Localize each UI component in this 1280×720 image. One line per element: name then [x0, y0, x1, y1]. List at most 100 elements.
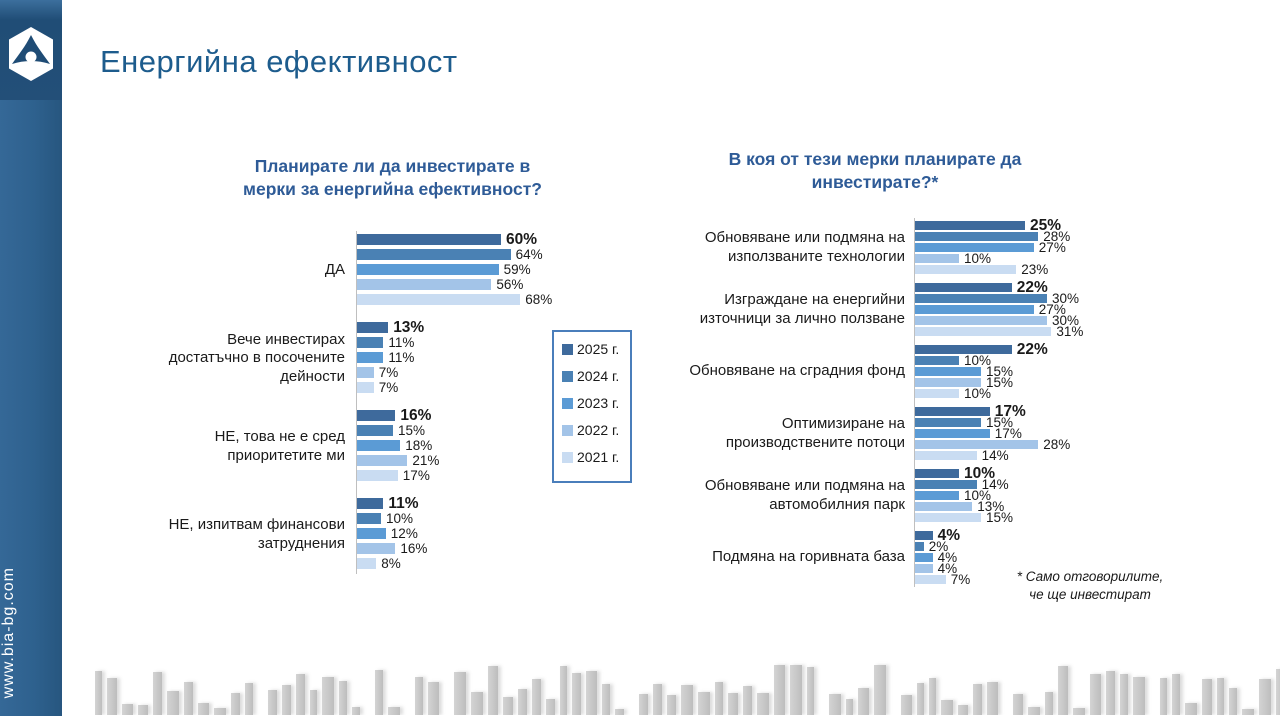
bar-2021г — [915, 265, 1017, 275]
skyline-bar — [1058, 666, 1068, 715]
footnote-line1: * Само отговорилите, — [1016, 569, 1164, 584]
bar-stack: 25% 28% 27% 10% 23% — [915, 217, 1185, 277]
category-label: Обновяване на сградния фонд — [689, 362, 905, 380]
chart-title: Планирате ли да инвестирате в мерки за е… — [163, 155, 623, 201]
skyline-bar — [1276, 669, 1280, 715]
skyline-bar — [874, 665, 886, 715]
bar-2024г — [357, 425, 393, 437]
legend-swatch-icon — [562, 424, 573, 436]
chart-title-line2: инвестирате?* — [811, 172, 939, 193]
skyline-bar — [122, 704, 133, 715]
skyline-bar — [1229, 688, 1237, 715]
y-axis-line — [356, 231, 357, 575]
bar-2023г — [357, 264, 499, 276]
legend-label: 2025 г. — [577, 341, 620, 357]
value-label: 16% — [400, 406, 432, 424]
legend-label: 2022 г. — [577, 422, 620, 438]
skyline-bar — [231, 693, 240, 715]
bar-2024г — [915, 418, 981, 428]
skyline-bar — [667, 695, 676, 715]
legend-swatch-icon — [562, 397, 573, 409]
bar-stack: 16% 15% 18% 21% 17% — [357, 406, 635, 484]
value-label: 15% — [986, 415, 1014, 431]
skyline-bar — [807, 667, 814, 715]
legend-item: 2025 г. — [562, 341, 622, 357]
skyline-bar — [415, 677, 423, 715]
bar-group: НЕ, изпитвам финансови затруднения 11% 10%… — [150, 494, 635, 572]
skyline-bar — [1045, 692, 1053, 715]
value-label: 11% — [388, 335, 415, 351]
skyline-bar — [681, 685, 693, 715]
chart-body: Обновяване или подмяна на използваните т… — [660, 217, 1185, 588]
bar-2022г — [357, 367, 374, 379]
bar-2024г — [357, 513, 381, 525]
skyline-bar — [268, 690, 277, 715]
skyline-bar — [774, 665, 785, 715]
skyline-bar — [310, 690, 317, 715]
value-label: 22% — [1016, 278, 1048, 296]
category-label: НЕ, изпитвам финансови затруднения — [168, 515, 345, 552]
skyline-bar — [296, 674, 305, 715]
skyline-bar — [846, 699, 853, 715]
legend-swatch-icon — [562, 451, 573, 463]
bar-group: Изграждане на енергийни източници за лич… — [660, 278, 1185, 340]
skyline-bar — [586, 671, 597, 715]
bar-stack: 13% 11% 11% 7% 7% — [357, 319, 635, 396]
skyline-bar — [518, 689, 527, 715]
bar-group: ДА 60% 64% 59% 56% 68% — [150, 231, 635, 308]
bar-2021г — [915, 513, 981, 523]
value-label: 10% — [964, 464, 996, 482]
legend-label: 2024 г. — [577, 368, 620, 384]
bar-2023г — [915, 305, 1034, 315]
chart-legend: 2025 г. 2024 г. 2023 г. 2022 г. 2021 г. — [552, 330, 632, 483]
skyline-bar — [1120, 674, 1128, 715]
skyline-bar — [184, 682, 193, 715]
skyline-decoration — [95, 661, 1280, 715]
bar-2023г — [915, 367, 981, 377]
bar-2025г — [915, 221, 1025, 231]
value-label: 11% — [388, 494, 419, 512]
bar-2023г — [915, 491, 959, 501]
skyline-bar — [107, 678, 117, 715]
bar-2022г — [915, 316, 1047, 326]
legend-label: 2021 г. — [577, 449, 620, 465]
chart-measures: В коя от тези мерки планирате да инвести… — [660, 148, 1185, 592]
value-label: 10% — [964, 386, 992, 402]
skyline-bar — [715, 682, 723, 715]
value-label: 68% — [525, 292, 553, 308]
value-label: 7% — [378, 365, 399, 381]
value-label: 14% — [981, 448, 1009, 464]
bar-2021г — [357, 470, 398, 482]
skyline-bar — [488, 666, 498, 715]
bar-stack: 4% 2% 4% 4% 7% — [915, 526, 1185, 587]
skyline-bar — [214, 708, 226, 715]
bar-2021г — [357, 558, 377, 570]
skyline-bar — [282, 685, 291, 715]
bar-2021г — [915, 327, 1052, 337]
value-label: 28% — [1043, 437, 1071, 453]
skyline-bar — [602, 684, 610, 715]
skyline-bar — [639, 694, 648, 715]
skyline-bar — [572, 673, 581, 715]
skyline-bar — [339, 681, 347, 715]
legend-swatch-icon — [562, 370, 573, 382]
skyline-bar — [757, 693, 769, 715]
bar-2021г — [915, 575, 946, 585]
bar-stack: 10% 14% 10% 13% 15% — [915, 464, 1185, 526]
bar-2023г — [915, 429, 990, 439]
skyline-bar — [698, 692, 710, 715]
skyline-bar — [743, 686, 752, 715]
value-label: 64% — [515, 247, 543, 263]
value-label: 59% — [503, 262, 531, 278]
value-label: 15% — [986, 510, 1014, 526]
chart-title-line1: Планирате ли да инвестирате в — [254, 156, 531, 176]
skyline-bar — [532, 679, 541, 715]
value-label: 16% — [400, 541, 428, 557]
bar-stack: 22% 30% 27% 30% 31% — [915, 278, 1185, 339]
value-label: 4% — [937, 526, 960, 544]
skyline-bar — [858, 688, 869, 715]
bar-2023г — [357, 352, 384, 364]
skyline-bar — [958, 705, 968, 715]
page-title: Енергийна ефективност — [100, 44, 458, 79]
value-label: 14% — [981, 477, 1009, 493]
